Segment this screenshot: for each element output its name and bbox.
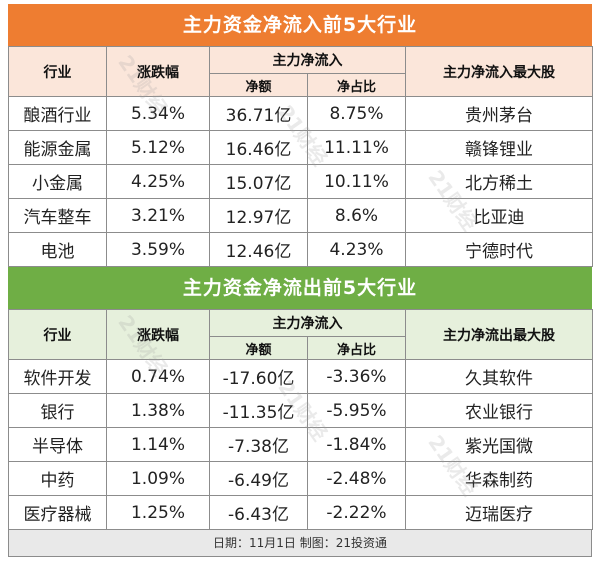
cell-industry: 半导体 [8,427,107,462]
cell-top-stock: 紫光国微 [405,427,593,462]
table-row: 银行 1.38% -11.35亿 -5.95% 农业银行 [8,393,593,428]
cell-ratio: 8.75% [307,96,406,131]
outflow-title: 主力资金净流出前5大行业 [8,267,592,309]
fund-flow-report: 主力资金净流入前5大行业 行业 涨跌幅 主力净流入 主力净流入最大股 净额 净占… [8,4,593,557]
cell-industry: 能源金属 [8,130,107,165]
cell-change: 1.09% [106,461,210,496]
inflow-title: 主力资金净流入前5大行业 [8,4,592,46]
cell-top-stock: 农业银行 [405,393,593,428]
cell-amount: -11.35亿 [209,393,308,428]
cell-amount: 12.97亿 [209,198,308,233]
cell-ratio: 4.23% [307,232,406,267]
cell-amount: -6.43亿 [209,495,308,530]
cell-industry: 中药 [8,461,107,496]
cell-amount: -17.60亿 [209,359,308,394]
cell-top-stock: 华森制药 [405,461,593,496]
table-row: 小金属 4.25% 15.07亿 10.11% 北方稀土 [8,164,593,199]
cell-change: 3.59% [106,232,210,267]
inflow-table: 行业 涨跌幅 主力净流入 主力净流入最大股 净额 净占比 酿酒行业 5.34% 36… [8,46,593,267]
cell-change: 4.25% [106,164,210,199]
cell-amount: 12.46亿 [209,232,308,267]
header-amount: 净额 [209,73,308,97]
header-ratio: 净占比 [307,73,406,97]
header-net-flow: 主力净流入 [209,46,406,74]
cell-ratio: -1.84% [307,427,406,462]
cell-industry: 汽车整车 [8,198,107,233]
header-amount: 净额 [209,336,308,360]
cell-amount: -7.38亿 [209,427,308,462]
table-row: 酿酒行业 5.34% 36.71亿 8.75% 贵州茅台 [8,96,593,131]
cell-change: 1.25% [106,495,210,530]
table-row: 电池 3.59% 12.46亿 4.23% 宁德时代 [8,232,593,267]
table-row: 能源金属 5.12% 16.46亿 11.11% 赣锋锂业 [8,130,593,165]
cell-amount: 16.46亿 [209,130,308,165]
header-net-flow: 主力净流入 [209,309,406,337]
cell-top-stock: 北方稀土 [405,164,593,199]
cell-change: 5.12% [106,130,210,165]
footer-credit: 日期：11月1日 制图：21投资通 [8,530,592,557]
cell-top-stock: 迈瑞医疗 [405,495,593,530]
cell-industry: 酿酒行业 [8,96,107,131]
header-industry: 行业 [8,46,107,97]
table-row: 半导体 1.14% -7.38亿 -1.84% 紫光国微 [8,427,593,462]
cell-top-stock: 赣锋锂业 [405,130,593,165]
cell-ratio: -2.48% [307,461,406,496]
cell-ratio: -3.36% [307,359,406,394]
table-row: 中药 1.09% -6.49亿 -2.48% 华森制药 [8,461,593,496]
header-ratio: 净占比 [307,336,406,360]
cell-ratio: 8.6% [307,198,406,233]
cell-ratio: -5.95% [307,393,406,428]
header-industry: 行业 [8,309,107,360]
cell-industry: 电池 [8,232,107,267]
cell-top-stock: 久其软件 [405,359,593,394]
cell-change: 5.34% [106,96,210,131]
cell-change: 1.14% [106,427,210,462]
cell-amount: 36.71亿 [209,96,308,131]
header-change: 涨跌幅 [106,309,210,360]
cell-ratio: 11.11% [307,130,406,165]
cell-industry: 银行 [8,393,107,428]
cell-industry: 软件开发 [8,359,107,394]
cell-change: 3.21% [106,198,210,233]
cell-top-stock: 比亚迪 [405,198,593,233]
header-top-stock: 主力净流出最大股 [405,309,593,360]
cell-top-stock: 贵州茅台 [405,96,593,131]
cell-top-stock: 宁德时代 [405,232,593,267]
cell-industry: 医疗器械 [8,495,107,530]
cell-ratio: 10.11% [307,164,406,199]
cell-change: 1.38% [106,393,210,428]
table-row: 医疗器械 1.25% -6.43亿 -2.22% 迈瑞医疗 [8,495,593,530]
outflow-table: 行业 涨跌幅 主力净流入 主力净流出最大股 净额 净占比 软件开发 0.74% -1… [8,309,593,530]
cell-industry: 小金属 [8,164,107,199]
cell-change: 0.74% [106,359,210,394]
table-row: 汽车整车 3.21% 12.97亿 8.6% 比亚迪 [8,198,593,233]
cell-amount: -6.49亿 [209,461,308,496]
header-change: 涨跌幅 [106,46,210,97]
header-top-stock: 主力净流入最大股 [405,46,593,97]
cell-amount: 15.07亿 [209,164,308,199]
cell-ratio: -2.22% [307,495,406,530]
table-row: 软件开发 0.74% -17.60亿 -3.36% 久其软件 [8,359,593,394]
